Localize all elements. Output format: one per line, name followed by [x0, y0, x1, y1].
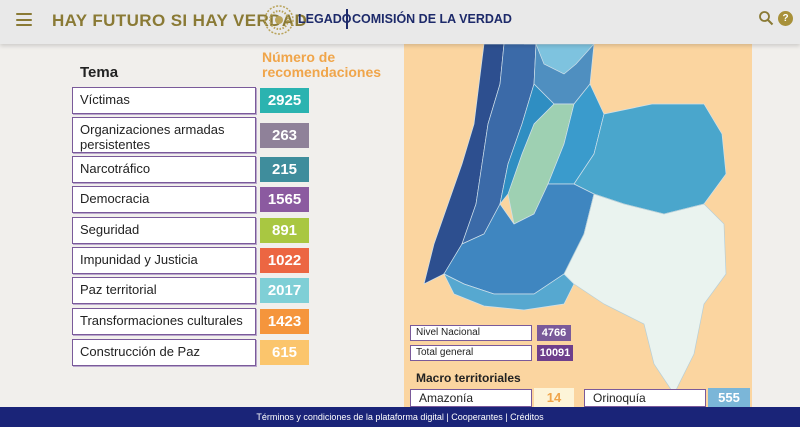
table-row[interactable]: Impunidad y Justicia 1022	[72, 247, 312, 274]
top-header: HAY FUTURO SI HAY VERDAD LEGADO COMISIÓN…	[0, 0, 800, 44]
value-cell: 615	[260, 340, 309, 365]
tema-cell[interactable]: Transformaciones culturales	[72, 308, 256, 335]
tema-cell[interactable]: Paz territorial	[72, 277, 256, 304]
tema-cell[interactable]: Democracia	[72, 186, 256, 213]
value-cell: 891	[260, 218, 309, 243]
table-row[interactable]: Transformaciones culturales 1423	[72, 308, 312, 335]
nivel-nacional-value: 4766	[537, 325, 571, 341]
region-putumayo	[443, 273, 575, 311]
tema-cell[interactable]: Víctimas	[72, 87, 256, 114]
table-row[interactable]: Paz territorial 2017	[72, 277, 312, 304]
footer-links[interactable]: Términos y condiciones de la plataforma …	[0, 407, 800, 427]
table-row[interactable]: Seguridad 891	[72, 217, 312, 244]
tema-cell[interactable]: Narcotráfico	[72, 156, 256, 183]
search-icon[interactable]	[758, 10, 774, 26]
value-cell: 215	[260, 157, 309, 182]
value-cell: 1022	[260, 248, 309, 273]
brand-comision[interactable]: COMISIÓN DE LA VERDAD	[352, 12, 512, 26]
macro-orinoquia-value: 555	[708, 388, 750, 407]
region-magdalena	[499, 83, 555, 205]
macro-amazonia-label[interactable]: Amazonía	[410, 389, 532, 407]
tema-heading: Tema	[80, 64, 119, 81]
macro-heading: Macro territoriales	[416, 371, 521, 385]
menu-icon[interactable]	[16, 13, 32, 26]
map-panel: Nivel Nacional 4766 Total general 10091 …	[404, 44, 752, 407]
macro-amazonia-value: 14	[534, 388, 574, 407]
table-row[interactable]: Narcotráfico 215	[72, 156, 312, 183]
table-row[interactable]: Organizaciones armadas persistentes 263	[72, 117, 312, 153]
total-general-label: Total general	[410, 345, 532, 361]
colombia-map[interactable]	[404, 44, 752, 407]
emblem-icon	[264, 5, 294, 35]
value-cell: 2017	[260, 278, 309, 303]
macro-orinoquia-label[interactable]: Orinoquía	[584, 389, 706, 407]
total-general-value: 10091	[537, 345, 573, 361]
numero-heading: Número de recomendaciones	[262, 49, 382, 80]
table-row[interactable]: Democracia 1565	[72, 186, 312, 213]
tema-cell[interactable]: Construcción de Paz	[72, 339, 256, 366]
tema-cell[interactable]: Seguridad	[72, 217, 256, 244]
table-row[interactable]: Construcción de Paz 615	[72, 339, 312, 366]
brand-legado[interactable]: LEGADO	[298, 12, 352, 26]
tema-cell[interactable]: Organizaciones armadas persistentes	[72, 117, 256, 153]
site-slogan[interactable]: HAY FUTURO SI HAY VERDAD	[52, 11, 308, 30]
help-button[interactable]: ?	[778, 11, 793, 26]
value-cell: 1565	[260, 187, 309, 212]
region-amazonia	[563, 193, 727, 395]
value-cell: 2925	[260, 88, 309, 113]
value-cell: 263	[260, 122, 309, 148]
brand-divider	[346, 9, 348, 29]
value-cell: 1423	[260, 309, 309, 334]
nivel-nacional-label: Nivel Nacional	[410, 325, 532, 341]
region-norte	[524, 44, 595, 75]
tema-cell[interactable]: Impunidad y Justicia	[72, 247, 256, 274]
table-row[interactable]: Víctimas 2925	[72, 87, 312, 114]
